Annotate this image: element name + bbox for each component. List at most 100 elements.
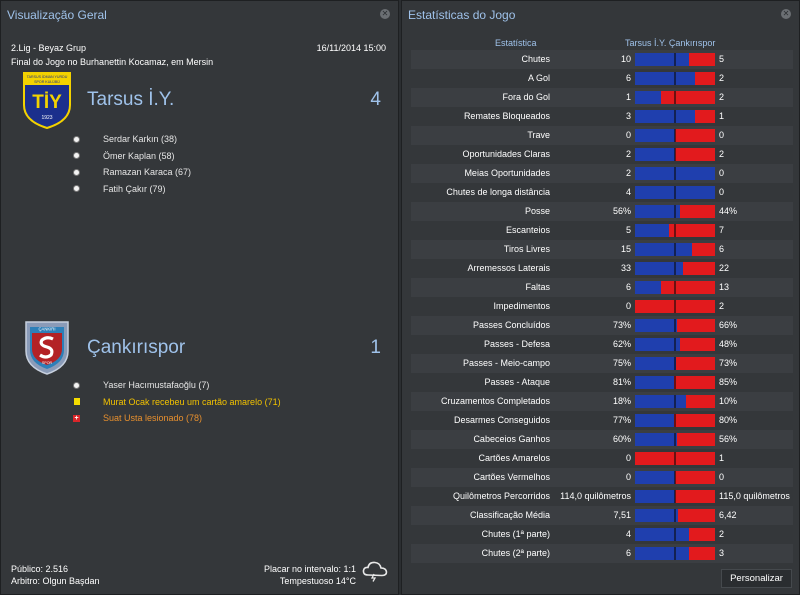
stat-away-value: 22 <box>719 263 730 273</box>
stat-comparison-bar <box>635 243 715 256</box>
stat-home-value: 0 <box>625 472 631 482</box>
stat-home-bar <box>635 490 675 503</box>
overview-close-button[interactable]: ✕ <box>380 9 390 19</box>
away-team-name[interactable]: Çankırıspor <box>87 337 186 358</box>
stat-comparison-bar <box>635 395 715 408</box>
stat-home-value: 114,0 quilômetros <box>560 491 631 501</box>
stat-home-value: 81% <box>612 377 631 387</box>
stat-home-value: 33 <box>620 263 631 273</box>
stat-comparison-bar <box>635 376 715 389</box>
home-crest-letters: TİY <box>32 92 62 113</box>
home-event-item: Ramazan Karaca (67) <box>72 164 191 181</box>
stat-home-bar <box>635 53 689 66</box>
stat-row: Chutes de longa distância 4 0 <box>411 183 793 202</box>
stat-comparison-bar <box>635 129 715 142</box>
stat-away-value: 0 <box>719 168 725 178</box>
home-event-item: Serdar Karkın (38) <box>72 131 191 148</box>
home-crest-year: 1923 <box>41 115 52 121</box>
away-event-item: Yaser Hacımustafaoğlu (7) <box>72 377 281 394</box>
stat-comparison-bar <box>635 167 715 180</box>
stat-label: Chutes <box>521 54 550 64</box>
home-crest-icon: TARSUS İDMAN YURDU SPOR KULÜBÜ TİY 1923 <box>21 71 73 131</box>
stat-row: Passes - Defesa 62% 48% <box>411 335 793 354</box>
stats-close-button[interactable]: ✕ <box>781 9 791 19</box>
customize-button[interactable]: Personalizar <box>721 569 792 588</box>
overview-panel: Visualização Geral ✕ 2.Lig - Beyaz Grup … <box>0 0 399 595</box>
stat-label: Cartões Amarelos <box>478 453 550 463</box>
stat-away-bar <box>689 53 715 66</box>
goal-ball-icon <box>72 135 81 144</box>
stat-home-bar <box>635 414 674 427</box>
goal-ball-icon <box>72 381 81 390</box>
stat-label: Trave <box>527 130 550 140</box>
stat-row: Fora do Gol 1 2 <box>411 88 793 107</box>
stat-label: Passes - Ataque <box>484 377 550 387</box>
stat-label: Cartões Vermelhos <box>473 472 550 482</box>
stat-away-value: 2 <box>719 529 725 539</box>
home-event-text: Ramazan Karaca (67) <box>103 167 192 178</box>
stat-home-value: 60% <box>612 434 631 444</box>
stat-column-header[interactable]: Estatística <box>495 38 537 48</box>
injury-cross-icon: + <box>73 414 80 422</box>
stat-away-value: 6 <box>719 244 725 254</box>
home-team-name[interactable]: Tarsus İ.Y. <box>87 89 175 110</box>
stat-bar-midline <box>674 72 676 85</box>
stat-away-bar <box>669 224 715 237</box>
stat-bar-midline <box>674 395 676 408</box>
stat-comparison-bar <box>635 547 715 560</box>
stat-label: Cabeceios Ganhos <box>473 434 550 444</box>
stat-away-bar <box>675 129 715 142</box>
stat-away-value: 7 <box>719 225 725 235</box>
stat-home-bar <box>635 338 680 351</box>
stat-home-bar <box>635 433 677 446</box>
stat-away-value: 2 <box>719 73 725 83</box>
competition-label: 2.Lig - Beyaz Grup <box>11 43 87 53</box>
stat-row: Trave 0 0 <box>411 126 793 145</box>
stat-row: Cartões Vermelhos 0 0 <box>411 468 793 487</box>
stat-away-bar <box>677 319 715 332</box>
stat-bar-midline <box>674 110 676 123</box>
home-event-item: Ömer Kaplan (58) <box>72 148 191 165</box>
stat-home-bar <box>635 205 680 218</box>
overview-title: Visualização Geral <box>7 8 107 22</box>
stat-home-value: 6 <box>625 73 631 83</box>
away-crest-bottom-text: SPOR <box>42 361 53 365</box>
stat-comparison-bar <box>635 471 715 484</box>
stat-bar-midline <box>674 376 676 389</box>
match-datetime: 16/11/2014 15:00 <box>316 43 386 53</box>
home-event-item: Fatih Çakır (79) <box>72 181 191 198</box>
stat-label: Posse <box>524 206 550 216</box>
stat-home-bar <box>635 262 683 275</box>
stat-bar-midline <box>674 243 676 256</box>
stat-home-value: 0 <box>625 453 631 463</box>
attendance-label: Público: 2.516 <box>11 564 69 574</box>
stat-home-value: 6 <box>625 282 631 292</box>
stat-comparison-bar <box>635 300 715 313</box>
stat-comparison-bar <box>635 281 715 294</box>
stat-away-bar <box>689 528 715 541</box>
stat-away-value: 5 <box>719 54 725 64</box>
stat-away-value: 2 <box>719 301 725 311</box>
stat-away-value: 0 <box>719 130 725 140</box>
stat-comparison-bar <box>635 414 715 427</box>
stat-away-bar <box>677 433 715 446</box>
stat-label: Meias Oportunidades <box>464 168 550 178</box>
home-event-text: Serdar Karkın (38) <box>103 134 178 145</box>
stat-label: Oportunidades Claras <box>462 149 550 159</box>
stat-home-value: 77% <box>612 415 631 425</box>
stat-home-value: 6 <box>625 548 631 558</box>
stat-home-value: 18% <box>612 396 631 406</box>
stat-row: Impedimentos 0 2 <box>411 297 793 316</box>
stat-away-value: 13 <box>719 282 730 292</box>
stat-bar-midline <box>674 91 676 104</box>
stat-row: Meias Oportunidades 2 0 <box>411 164 793 183</box>
stat-home-value: 2 <box>625 149 631 159</box>
stat-away-value: 1 <box>719 453 725 463</box>
stat-home-bar <box>635 224 669 237</box>
away-score: 1 <box>370 337 381 358</box>
stat-label: Chutes (2ª parte) <box>481 548 550 558</box>
stat-label: Chutes (1ª parte) <box>481 529 550 539</box>
stat-away-bar <box>675 490 715 503</box>
stat-row: Faltas 6 13 <box>411 278 793 297</box>
home-score: 4 <box>370 89 381 110</box>
